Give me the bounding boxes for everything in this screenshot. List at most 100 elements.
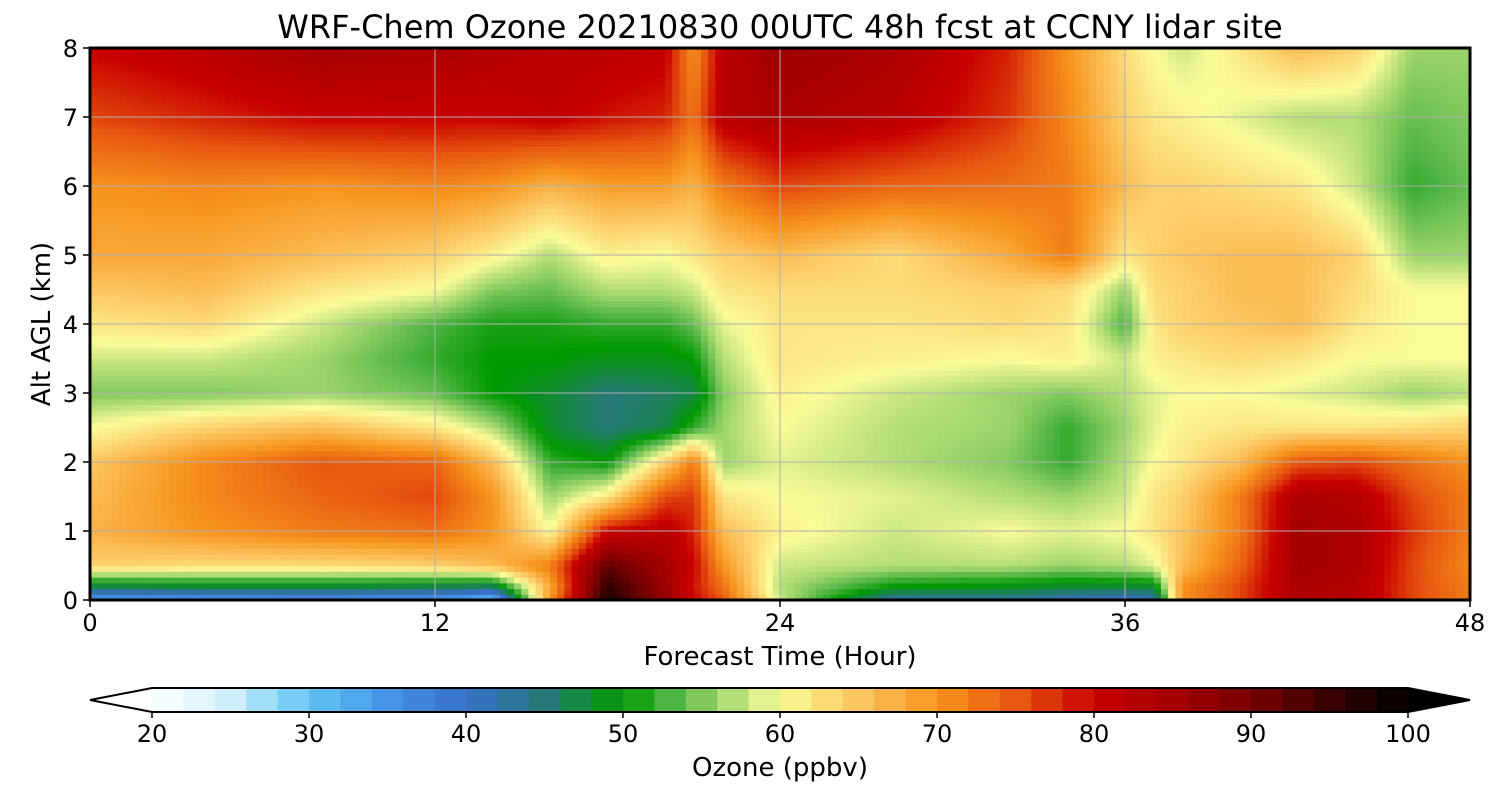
heatmap-cell (1189, 525, 1198, 532)
heatmap-cell (808, 456, 817, 463)
heatmap-cell (161, 594, 170, 601)
heatmap-cell (233, 502, 242, 509)
heatmap-cell (161, 536, 170, 544)
heatmap-cell (97, 519, 105, 526)
heatmap-cell (1412, 502, 1421, 509)
heatmap-cell (1355, 462, 1363, 469)
heatmap-cell (312, 462, 321, 469)
heatmap-cell (161, 508, 170, 515)
heatmap-cell (557, 531, 565, 538)
heatmap-cell (449, 548, 458, 555)
heatmap-cell (1247, 496, 1255, 503)
heatmap-cell (636, 450, 645, 457)
heatmap-cell (665, 456, 673, 463)
heatmap-cell (1419, 513, 1428, 521)
heatmap-cell (269, 490, 278, 498)
heatmap-cell (1038, 473, 1047, 480)
heatmap-cell (456, 559, 465, 567)
heatmap-cell (787, 571, 795, 578)
heatmap-cell (90, 588, 98, 595)
heatmap-cell (90, 508, 98, 515)
heatmap-cell (370, 536, 379, 544)
heatmap-cell (736, 496, 745, 503)
heatmap-cell (938, 542, 946, 549)
heatmap-cell (1002, 588, 1011, 595)
heatmap-cell (348, 508, 357, 515)
heatmap-cell (1268, 531, 1277, 538)
heatmap-cell (700, 531, 709, 538)
heatmap-cell (607, 513, 616, 521)
heatmap-cell (945, 519, 954, 526)
heatmap-cell (1390, 531, 1399, 538)
heatmap-cell (866, 536, 875, 544)
heatmap-cell (715, 548, 724, 555)
heatmap-cell (435, 479, 443, 486)
heatmap-cell (801, 582, 810, 590)
heatmap-cell (305, 485, 314, 492)
heatmap-cell (1412, 548, 1421, 555)
heatmap-cell (348, 548, 357, 555)
heatmap-cell (830, 467, 839, 475)
heatmap-cell (636, 467, 645, 475)
heatmap-cell (125, 531, 134, 538)
heatmap-cell (794, 502, 803, 509)
heatmap-cell (305, 548, 314, 555)
heatmap-cell (442, 577, 450, 584)
heatmap-cell (1103, 490, 1112, 498)
heatmap-cell (966, 513, 975, 521)
heatmap-cell (233, 467, 242, 475)
heatmap-cell (995, 588, 1004, 595)
heatmap-cell (1045, 462, 1054, 469)
heatmap-cell (902, 456, 910, 463)
heatmap-cell (578, 588, 587, 595)
heatmap-cell (161, 513, 170, 521)
heatmap-cell (233, 473, 242, 480)
heatmap-cell (176, 490, 185, 498)
heatmap-cell (442, 485, 450, 492)
heatmap-cell (478, 531, 486, 538)
heatmap-cell (866, 490, 875, 498)
heatmap-cell (585, 571, 594, 578)
heatmap-cell (197, 525, 206, 532)
heatmap-cell (665, 531, 673, 538)
heatmap-cell (844, 508, 853, 515)
heatmap-cell (1304, 565, 1313, 572)
heatmap-cell (542, 565, 551, 572)
heatmap-cell (197, 565, 206, 572)
heatmap-cell (679, 450, 688, 457)
heatmap-cell (550, 559, 558, 567)
heatmap-cell (1405, 571, 1414, 578)
heatmap-cell (938, 490, 946, 498)
heatmap-cell (226, 490, 235, 498)
heatmap-cell (830, 554, 839, 561)
heatmap-cell (837, 536, 846, 544)
heatmap-cell (945, 496, 954, 503)
heatmap-cell (1218, 508, 1227, 515)
heatmap-cell (758, 462, 767, 469)
heatmap-cell (478, 513, 486, 521)
heatmap-cell (413, 548, 422, 555)
heatmap-cell (1010, 536, 1018, 544)
heatmap-cell (111, 490, 120, 498)
heatmap-cell (341, 577, 350, 584)
heatmap-cell (205, 542, 213, 549)
heatmap-cell (262, 565, 271, 572)
heatmap-cell (1132, 496, 1140, 503)
heatmap-cell (104, 513, 113, 521)
heatmap-cell (104, 485, 113, 492)
heatmap-cell (1031, 513, 1040, 521)
heatmap-cell (643, 548, 652, 555)
heatmap-cell (866, 577, 875, 584)
heatmap-cell (772, 536, 781, 544)
heatmap-cell (1405, 577, 1414, 584)
heatmap-cell (183, 467, 192, 475)
heatmap-cell (643, 577, 652, 584)
heatmap-cell (1355, 479, 1363, 486)
heatmap-cell (772, 456, 781, 463)
heatmap-cell (801, 559, 810, 567)
heatmap-cell (945, 490, 954, 498)
heatmap-cell (528, 508, 537, 515)
heatmap-cell (391, 542, 400, 549)
heatmap-cell (312, 582, 321, 590)
heatmap-cell (190, 496, 199, 503)
